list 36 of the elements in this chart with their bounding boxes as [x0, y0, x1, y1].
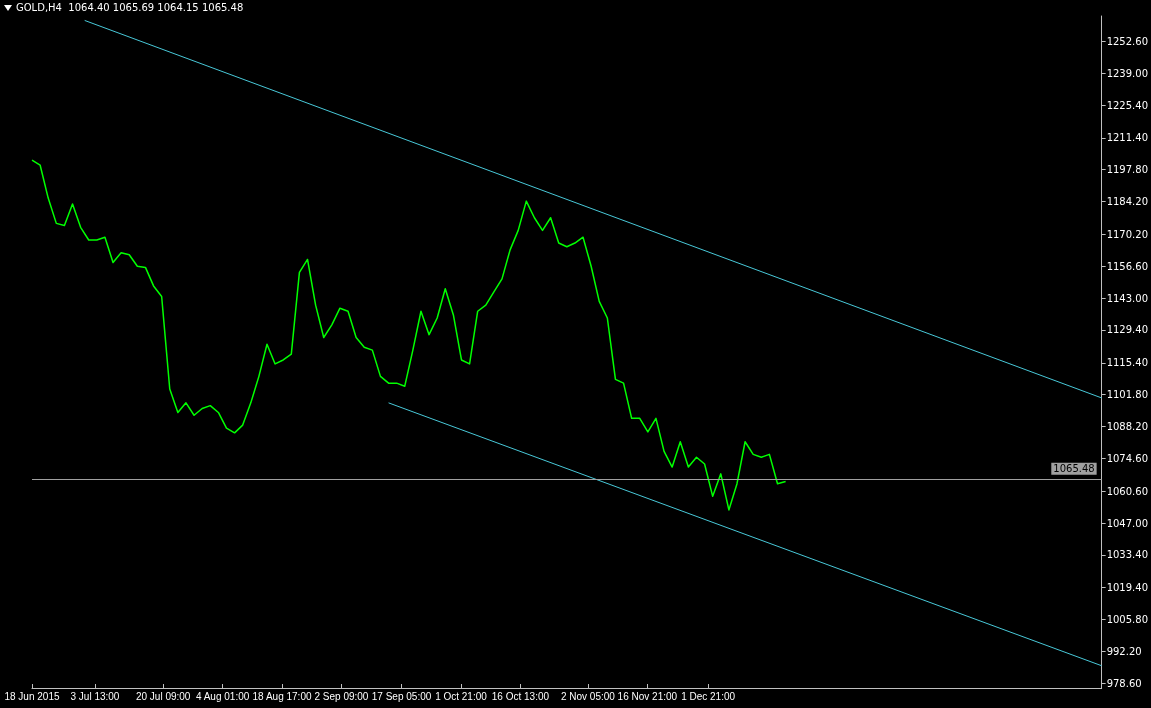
chart-title: GOLD,H4 1064.40 1065.69 1064.15 1065.48 — [16, 2, 244, 14]
y-tick-label: 1225.40 — [1106, 99, 1149, 111]
y-tick-label: 1088.20 — [1106, 421, 1149, 433]
x-tick-label: 16 Oct 13:00 — [491, 690, 550, 702]
x-tick-label: 16 Nov 21:00 — [617, 690, 678, 702]
x-tick-label: 1 Oct 21:00 — [435, 690, 488, 702]
y-tick-label: 1101.80 — [1106, 389, 1149, 401]
y-tick-label: 1033.40 — [1106, 549, 1149, 561]
x-tick-label: 1 Dec 21:00 — [681, 690, 736, 702]
y-tick-label: 1115.40 — [1106, 357, 1149, 369]
y-tick-label: 1197.80 — [1106, 164, 1149, 176]
x-tick-label: 18 Jun 2015 — [4, 690, 60, 702]
x-tick-label: 18 Aug 17:00 — [252, 690, 312, 702]
y-tick-label: 1005.80 — [1106, 614, 1149, 626]
y-tick-label: 978.60 — [1106, 677, 1142, 689]
y-tick-label: 1211.40 — [1106, 132, 1149, 144]
y-tick-label: 1060.60 — [1106, 485, 1149, 497]
line-series — [31, 159, 787, 511]
y-tick-label: 1156.60 — [1106, 260, 1149, 272]
y-tick-label: 1129.40 — [1106, 324, 1149, 336]
x-tick-label: 4 Aug 01:00 — [195, 690, 250, 702]
y-tick-label: 992.20 — [1106, 645, 1142, 657]
x-tick-label: 2 Sep 09:00 — [314, 690, 369, 702]
y-tick-label: 1170.20 — [1106, 228, 1149, 240]
y-tick-label: 1143.00 — [1106, 292, 1149, 304]
y-tick-label: 1019.40 — [1106, 582, 1149, 594]
y-tick-label: 1184.20 — [1106, 196, 1149, 208]
y-tick-label: 1047.00 — [1106, 517, 1149, 529]
x-tick-label: 20 Jul 09:00 — [135, 690, 191, 702]
x-tick-label: 17 Sep 05:00 — [371, 690, 432, 702]
x-tick-label: 3 Jul 13:00 — [70, 690, 120, 702]
y-tick-label: 1074.60 — [1106, 452, 1149, 464]
y-tick-label: 1239.00 — [1106, 67, 1149, 79]
ref-line-label: 1065.48 — [1053, 463, 1095, 475]
y-tick-label: 1252.60 — [1106, 35, 1149, 47]
x-tick-label: 2 Nov 05:00 — [560, 690, 616, 702]
